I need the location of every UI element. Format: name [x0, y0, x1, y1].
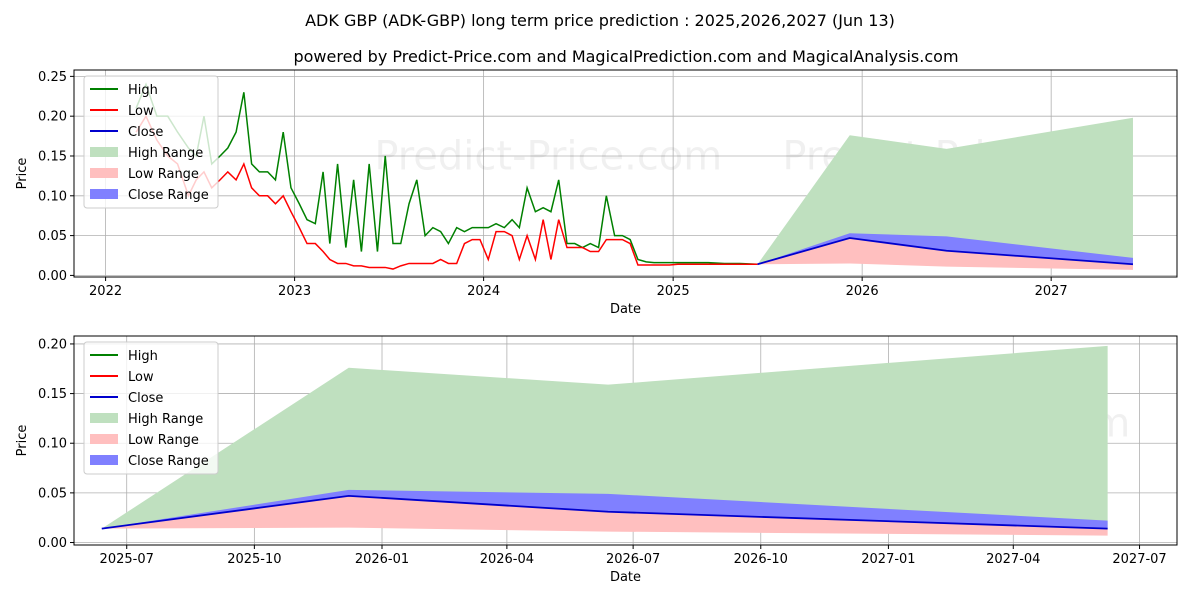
legend-high-range-label: High Range	[128, 146, 203, 161]
y-tick-label: 0.00	[38, 269, 67, 284]
legend-high-label: High	[128, 83, 158, 98]
low-series-line	[135, 114, 758, 270]
chart-title: ADK GBP (ADK-GBP) long term price predic…	[305, 11, 895, 30]
x-tick-label: 2027-04	[986, 552, 1040, 567]
x-tick-label: 2026-07	[606, 552, 660, 567]
x-tick-label: 2023	[278, 284, 311, 299]
close-series-line	[757, 237, 1134, 266]
x-tick-label: 2026-10	[734, 552, 788, 567]
x-tick-label: 2025	[657, 284, 690, 299]
y-axis-label: Price	[15, 158, 30, 190]
axes-frame	[73, 335, 1178, 546]
x-tick-label: 2025-10	[227, 552, 281, 567]
x-tick-label: 2026-04	[480, 552, 534, 567]
y-tick-label: 0.15	[38, 387, 67, 402]
y-tick-label: 0.20	[38, 337, 67, 352]
x-tick-label: 2026-01	[355, 552, 409, 567]
legend-low-label: Low	[128, 104, 154, 119]
legend-high-range-label: High Range	[128, 412, 203, 427]
legend-close-label: Close	[128, 391, 163, 406]
x-tick-label: 2027	[1035, 284, 1068, 299]
chart-subtitle: powered by Predict-Price.com and Magical…	[293, 47, 958, 66]
close-range-band	[101, 489, 1108, 529]
y-tick-label: 0.10	[38, 189, 67, 204]
low-range-band	[757, 237, 1133, 270]
high-range-band	[757, 117, 1133, 265]
legend-low-range-swatch	[90, 434, 118, 444]
y-axis-label: Price	[15, 425, 30, 457]
legend-high-label: High	[128, 349, 158, 364]
legend-low-range-label: Low Range	[128, 167, 199, 182]
legend-close-range-swatch	[90, 189, 118, 199]
x-tick-label: 2027-07	[1112, 552, 1166, 567]
y-tick-label: 0.05	[38, 486, 67, 501]
legend-high-range-swatch	[90, 413, 118, 423]
axes-frame	[73, 69, 1178, 278]
low-range-band	[101, 495, 1108, 536]
plot-area	[135, 82, 1134, 270]
plot-area	[101, 345, 1108, 536]
y-tick-label: 0.15	[38, 149, 67, 164]
close-range-band	[757, 233, 1133, 265]
y-tick-label: 0.25	[38, 70, 67, 85]
watermark-text: Predict-Price.com	[374, 133, 722, 179]
x-tick-label: 2024	[467, 284, 500, 299]
close-series-line	[101, 494, 1108, 530]
high-range-band	[101, 345, 1108, 529]
high-series-line	[135, 82, 758, 266]
legend-close-range-label: Close Range	[128, 454, 209, 469]
legend-close-range-label: Close Range	[128, 188, 209, 203]
legend-high-range-swatch	[90, 147, 118, 157]
bottom-panel: Predict-Price.comPredict-Price.com2025-0…	[15, 335, 1178, 585]
y-tick-label: 0.20	[38, 110, 67, 125]
x-tick-label: 2025-07	[100, 552, 154, 567]
x-axis-label: Date	[610, 570, 641, 585]
top-panel: Predict-Price.comPredict-Price.com202220…	[15, 69, 1178, 317]
x-tick-label: 2026	[846, 284, 879, 299]
x-tick-label: 2022	[89, 284, 122, 299]
legend-close-label: Close	[128, 125, 163, 140]
x-tick-label: 2027-01	[861, 552, 915, 567]
y-tick-label: 0.05	[38, 229, 67, 244]
x-axis-label: Date	[610, 302, 641, 317]
legend-low-range-swatch	[90, 168, 118, 178]
legend-low-label: Low	[128, 370, 154, 385]
legend: High Low Close High Range Low Range Close Ran…	[83, 341, 219, 475]
y-tick-label: 0.00	[38, 536, 67, 551]
legend-low-range-label: Low Range	[128, 433, 199, 448]
legend: High Low Close High Range Low Range Close Ran…	[83, 75, 219, 209]
legend-close-range-swatch	[90, 455, 118, 465]
y-tick-label: 0.10	[38, 437, 67, 452]
